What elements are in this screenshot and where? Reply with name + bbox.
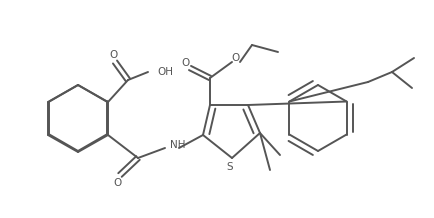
Text: NH: NH: [170, 140, 185, 150]
Text: O: O: [181, 58, 189, 68]
Text: S: S: [227, 162, 233, 172]
Text: O: O: [114, 178, 122, 188]
Text: O: O: [232, 53, 240, 63]
Text: O: O: [109, 50, 117, 60]
Text: OH: OH: [157, 67, 173, 77]
